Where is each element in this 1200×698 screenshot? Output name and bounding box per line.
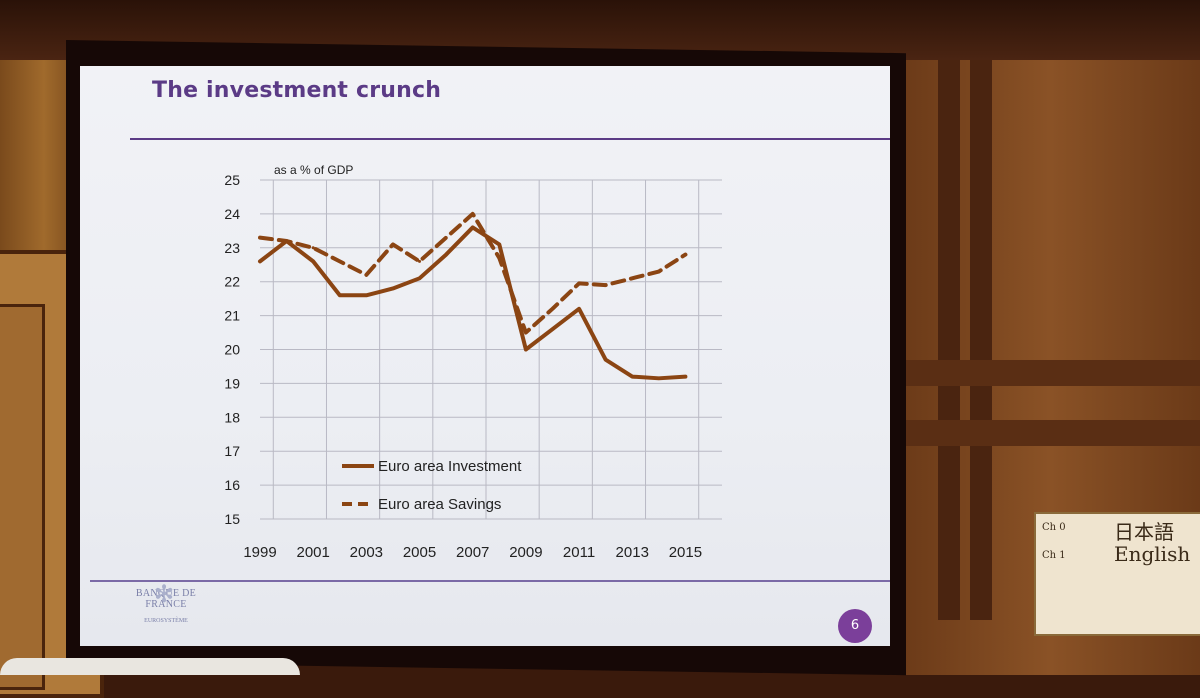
data-point xyxy=(577,281,581,285)
wall-rail xyxy=(900,360,1200,386)
data-point xyxy=(311,246,315,250)
data-point xyxy=(391,286,395,290)
data-point xyxy=(311,259,315,263)
x-tick-label: 2007 xyxy=(456,544,489,561)
data-point xyxy=(683,375,687,379)
wall-rail xyxy=(900,420,1200,446)
data-point xyxy=(444,253,448,257)
data-point xyxy=(258,259,262,263)
data-point xyxy=(524,348,528,351)
data-point xyxy=(418,276,422,280)
data-point xyxy=(338,293,342,297)
data-point xyxy=(471,225,475,229)
data-point xyxy=(577,307,581,311)
legend-label: Euro area Investment xyxy=(378,458,522,475)
channel-0-label: Ch 0 xyxy=(1042,522,1066,533)
data-point xyxy=(418,259,422,263)
y-tick-label: 24 xyxy=(224,206,240,222)
data-point xyxy=(364,293,368,297)
data-point xyxy=(364,273,368,277)
data-point xyxy=(258,236,262,240)
y-tick-label: 15 xyxy=(224,511,240,527)
door-panel xyxy=(0,304,45,690)
y-tick-label: 23 xyxy=(224,240,240,256)
y-tick-label: 21 xyxy=(224,308,240,324)
data-point xyxy=(524,331,528,335)
y-tick-label: 19 xyxy=(224,375,240,391)
page-number-badge: 6 xyxy=(838,609,872,643)
data-point xyxy=(604,283,608,287)
line-chart: 15 16 17 18 19 20 21 22 23 24 25 1999 2001 2003 2005 20… xyxy=(224,163,722,561)
wall-pillar xyxy=(970,60,992,620)
y-tick-label: 17 xyxy=(224,443,240,459)
logo-text: BANQUE DE FRANCE xyxy=(135,588,197,610)
channel-1-language: English xyxy=(1114,542,1191,566)
data-point xyxy=(285,239,289,243)
data-point xyxy=(444,236,448,240)
channel-0-language: 日本語 xyxy=(1114,520,1174,544)
slide: The investment crunch ✻ BANQUE DE FRANCE… xyxy=(80,66,890,646)
series-line-investment xyxy=(258,225,688,381)
y-axis-label: as a % of GDP xyxy=(274,163,353,177)
title-divider xyxy=(130,138,890,140)
data-point xyxy=(471,212,475,216)
data-point xyxy=(657,376,661,380)
y-tick-label: 25 xyxy=(224,172,240,188)
slide-title: The investment crunch xyxy=(152,78,442,103)
wall-pillar xyxy=(938,60,960,620)
y-tick-label: 18 xyxy=(224,409,240,425)
data-point xyxy=(338,259,342,263)
x-tick-label: 2005 xyxy=(403,544,436,561)
data-point xyxy=(683,253,687,257)
logo-flower-icon: ✻ xyxy=(154,580,175,608)
x-tick-label: 2015 xyxy=(669,544,702,561)
banque-de-france-logo: ✻ BANQUE DE FRANCE EUROSYSTÈME xyxy=(116,582,216,624)
y-tick-label: 16 xyxy=(224,477,240,493)
footer-divider xyxy=(90,580,890,582)
x-tick-label: 2013 xyxy=(616,544,649,561)
data-point xyxy=(604,358,608,362)
channel-1-label: Ch 1 xyxy=(1042,550,1066,561)
data-point xyxy=(550,327,554,331)
foreground-object xyxy=(0,658,300,675)
x-tick-label: 2009 xyxy=(509,544,542,561)
data-point xyxy=(550,307,554,311)
legend-label: Euro area Savings xyxy=(378,496,501,513)
y-tick-label: 22 xyxy=(224,274,240,290)
data-point xyxy=(497,242,501,246)
x-tick-label: 1999 xyxy=(243,544,276,561)
x-tick-label: 2011 xyxy=(563,544,595,561)
data-point xyxy=(630,276,634,280)
interpretation-channel-sign: Ch 0 日本語 Ch 1 English xyxy=(1034,512,1200,636)
data-point xyxy=(657,270,661,274)
x-tick-label: 2001 xyxy=(296,544,329,561)
data-point xyxy=(497,256,501,260)
y-tick-label: 20 xyxy=(224,342,240,358)
logo-subtext: EUROSYSTÈME xyxy=(144,618,188,624)
data-point xyxy=(630,375,634,379)
data-point xyxy=(391,242,395,246)
x-tick-label: 2003 xyxy=(350,544,383,561)
